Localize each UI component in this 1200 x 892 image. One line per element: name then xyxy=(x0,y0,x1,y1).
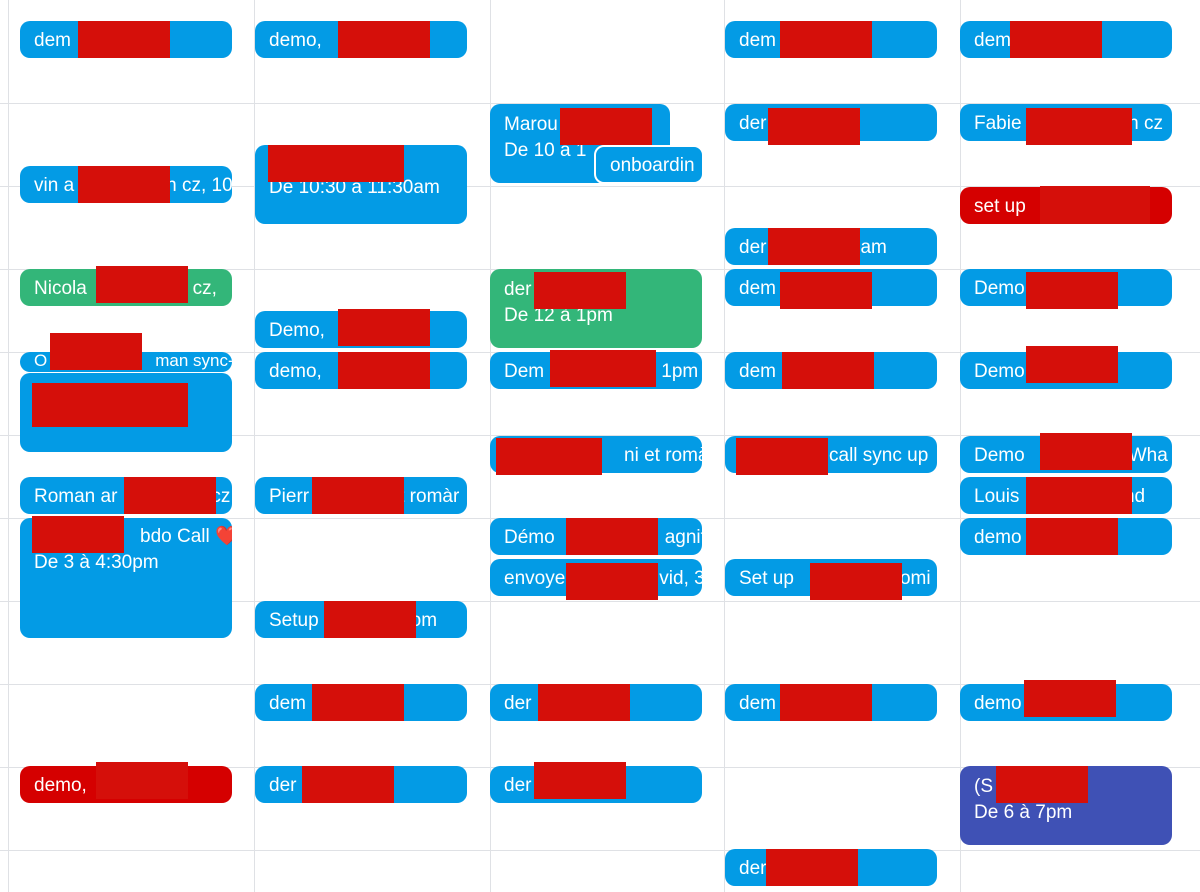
redaction-block xyxy=(1024,680,1116,717)
redaction-block xyxy=(768,228,860,265)
event-title: der xyxy=(739,858,767,879)
event-title: der am xyxy=(739,237,887,258)
hour-line xyxy=(0,850,1200,851)
redaction-block xyxy=(996,766,1088,803)
redaction-block xyxy=(496,438,602,475)
event-title: dem xyxy=(739,693,776,714)
hour-line xyxy=(0,186,1200,187)
event-title: demo xyxy=(974,527,1022,548)
redaction-block xyxy=(566,518,658,555)
redaction-block xyxy=(782,352,874,389)
event-title: Pierr t romàr xyxy=(269,486,460,507)
event-title: dem xyxy=(739,361,776,382)
redaction-block xyxy=(1010,21,1102,58)
redaction-block xyxy=(534,272,626,309)
redaction-block xyxy=(124,477,216,514)
redaction-block xyxy=(550,350,656,387)
hour-line xyxy=(0,601,1200,602)
redaction-block xyxy=(32,383,188,427)
event-title: Roman ar cz xyxy=(34,486,231,507)
event-title: dem xyxy=(269,693,306,714)
event-title: (S xyxy=(974,776,993,797)
event-time: De 10:30 à 11:30am xyxy=(269,177,440,198)
redaction-block xyxy=(338,21,430,58)
redaction-block xyxy=(538,684,630,721)
event-title: dem xyxy=(974,30,1011,51)
event-title: der xyxy=(504,279,532,300)
event-title: call sync up xyxy=(829,445,929,466)
redaction-block xyxy=(534,762,626,799)
event-title: dem xyxy=(739,30,776,51)
hour-line xyxy=(0,435,1200,436)
day-divider xyxy=(8,0,9,892)
event-title: Set up omi xyxy=(739,568,931,589)
redaction-block xyxy=(324,601,416,638)
redaction-block xyxy=(32,516,124,553)
redaction-block xyxy=(736,438,828,475)
event-title: dem xyxy=(739,278,776,299)
event-title: bdo Call ❤️ xyxy=(140,526,232,547)
event-title: Demo, xyxy=(269,320,325,341)
redaction-block xyxy=(96,762,188,799)
event-title: ni et romà xyxy=(624,445,702,466)
redaction-block xyxy=(338,309,430,346)
event-title: demo xyxy=(974,693,1022,714)
redaction-block xyxy=(78,21,170,58)
event-title: Demo xyxy=(974,361,1025,382)
redaction-block xyxy=(766,849,858,886)
day-divider xyxy=(254,0,255,892)
redaction-block xyxy=(1026,477,1132,514)
redaction-block xyxy=(50,333,142,370)
event-title: der xyxy=(504,693,532,714)
day-divider xyxy=(724,0,725,892)
event-title: Marou xyxy=(504,114,558,135)
redaction-block xyxy=(338,352,430,389)
event-title: Setup om xyxy=(269,610,438,631)
redaction-block xyxy=(768,108,860,145)
event-title: onboardin xyxy=(610,155,695,176)
redaction-block xyxy=(1040,433,1132,470)
redaction-block xyxy=(1026,346,1118,383)
event-title: envoye vid, 3 xyxy=(504,568,702,589)
redaction-block xyxy=(1026,518,1118,555)
event-time: De 12 à 1pm xyxy=(504,305,613,326)
calendar-event[interactable]: onboardin xyxy=(594,145,704,184)
redaction-block xyxy=(780,272,872,309)
event-title: set up xyxy=(974,196,1026,217)
event-title: der xyxy=(504,775,532,796)
calendar-event[interactable]: dem xyxy=(725,21,937,58)
redaction-block xyxy=(1040,186,1150,224)
event-title: Demo Wha xyxy=(974,445,1168,466)
event-title: der xyxy=(269,775,297,796)
redaction-block xyxy=(560,108,652,145)
redaction-block xyxy=(312,684,404,721)
event-time: De 10 à 1 xyxy=(504,140,587,161)
redaction-block xyxy=(1026,272,1118,309)
redaction-block xyxy=(566,563,658,600)
redaction-block xyxy=(96,266,188,303)
event-title: dem xyxy=(34,30,71,51)
redaction-block xyxy=(1026,108,1132,145)
event-title: Démo agnit xyxy=(504,527,702,548)
redaction-block xyxy=(780,684,872,721)
redaction-block xyxy=(312,477,404,514)
event-title: der xyxy=(739,113,767,134)
redaction-block xyxy=(810,563,902,600)
redaction-block xyxy=(780,21,872,58)
event-title: Demo xyxy=(974,278,1025,299)
redaction-block xyxy=(268,145,404,182)
event-time: De 6 à 7pm xyxy=(974,802,1073,823)
hour-line xyxy=(0,103,1200,104)
redaction-block xyxy=(78,166,170,203)
redaction-block xyxy=(302,766,394,803)
event-time: De 3 à 4:30pm xyxy=(34,552,159,573)
event-title: demo, xyxy=(34,775,87,796)
event-title: demo, xyxy=(269,30,322,51)
event-title: demo, xyxy=(269,361,322,382)
